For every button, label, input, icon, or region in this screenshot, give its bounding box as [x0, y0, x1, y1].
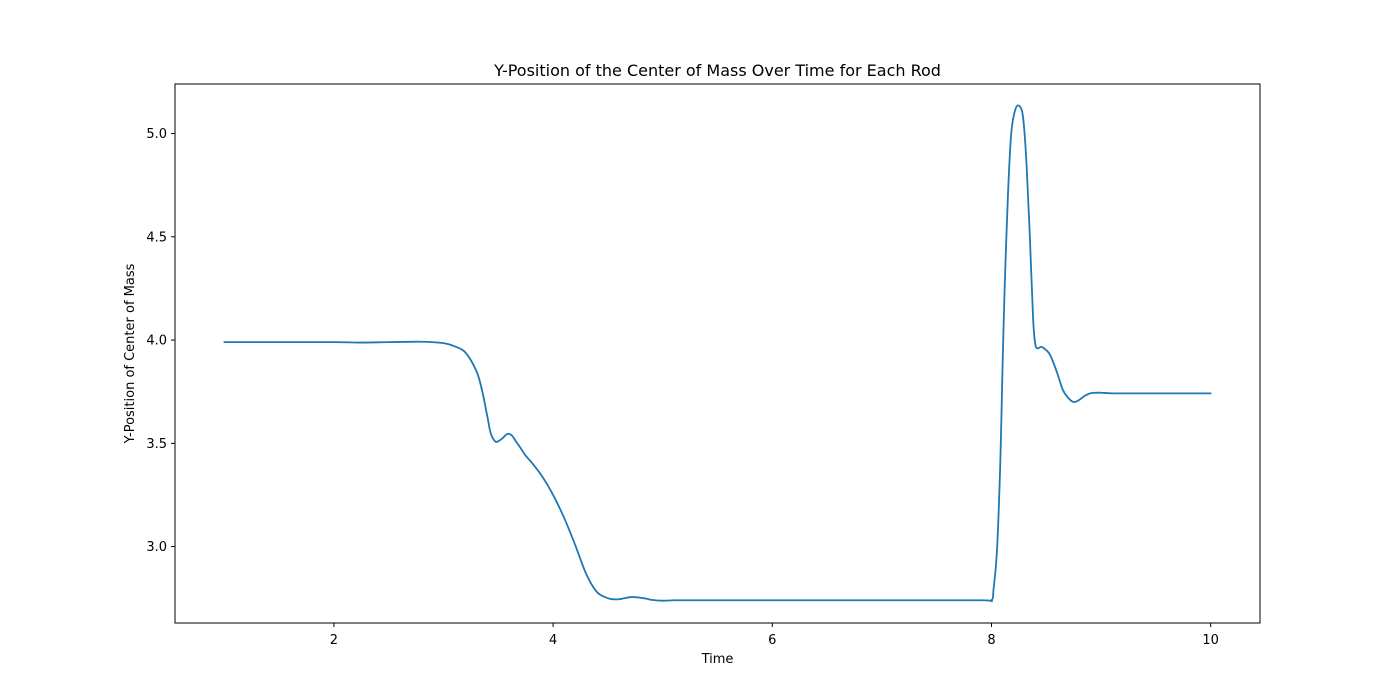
- x-axis-title: Time: [701, 652, 734, 667]
- x-axis: 2 4 6 8 10: [330, 623, 1219, 648]
- y-tick-label: 5.0: [146, 127, 167, 142]
- y-tick-label: 4.5: [146, 230, 167, 245]
- x-tick-label: 2: [330, 633, 338, 648]
- chart-title: Y-Position of the Center of Mass Over Ti…: [493, 61, 941, 80]
- y-tick-label: 3.5: [146, 437, 167, 452]
- y-axis-title: Y-Position of Center of Mass: [123, 263, 138, 444]
- x-tick-label: 4: [549, 633, 557, 648]
- x-tick-label: 10: [1202, 633, 1219, 648]
- y-tick-label: 4.0: [146, 334, 167, 349]
- series-line: [223, 104, 1212, 603]
- y-tick-label: 3.0: [146, 540, 167, 555]
- x-tick-label: 8: [987, 633, 995, 648]
- y-axis: 3.0 3.5 4.0 4.5 5.0: [146, 127, 175, 555]
- x-tick-label: 6: [768, 633, 776, 648]
- plot-area-frame: [174, 83, 1261, 624]
